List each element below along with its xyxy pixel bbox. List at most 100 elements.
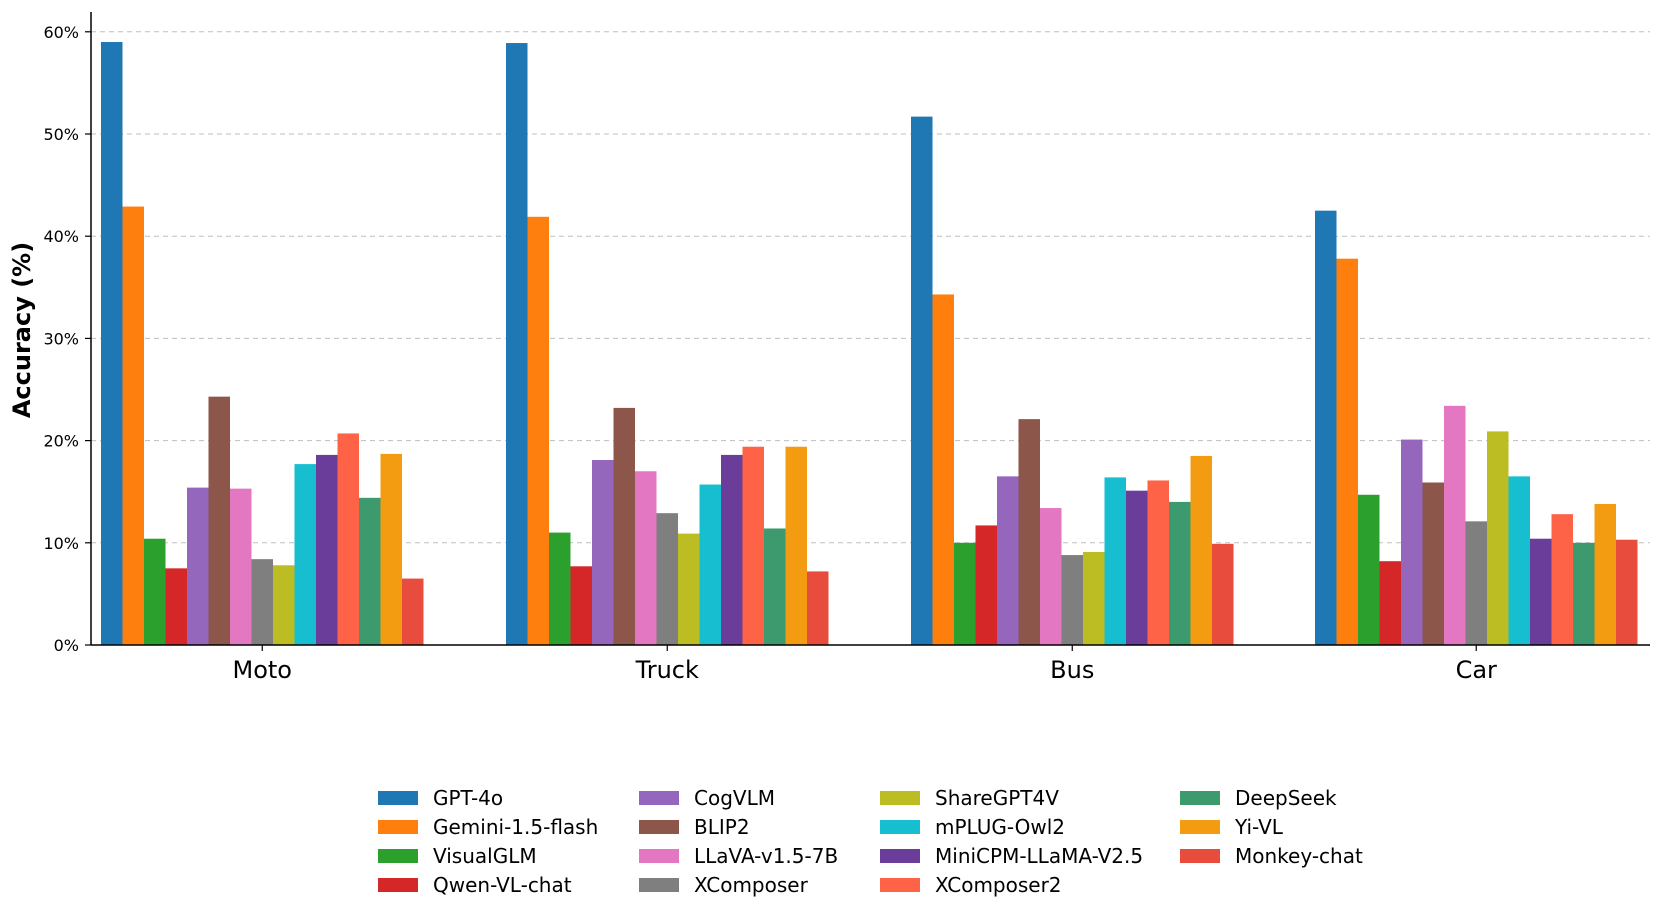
- bar: [1422, 482, 1444, 645]
- legend-label: XComposer: [694, 873, 809, 897]
- bar: [678, 533, 700, 645]
- bar: [359, 497, 381, 645]
- legend-label: Gemini-1.5-flash: [433, 815, 598, 839]
- y-tick-label: 30%: [43, 329, 79, 348]
- y-tick-label: 10%: [43, 534, 79, 553]
- bar: [549, 532, 571, 645]
- legend-label: Monkey-chat: [1235, 844, 1363, 868]
- bar: [1147, 480, 1169, 645]
- legend-swatch: [880, 791, 920, 805]
- bar: [144, 538, 166, 645]
- legend-swatch: [639, 820, 679, 834]
- bar: [1061, 555, 1083, 645]
- legend-swatch: [378, 820, 418, 834]
- legend-label: Yi-VL: [1234, 815, 1284, 839]
- bar: [1212, 543, 1234, 645]
- bar: [613, 407, 635, 645]
- bar: [911, 116, 933, 646]
- x-tick-label: Moto: [233, 656, 292, 684]
- legend-swatch: [639, 849, 679, 863]
- axes: [90, 12, 1650, 646]
- bar: [570, 566, 592, 645]
- y-tick-label: 60%: [43, 23, 79, 42]
- y-tick-label: 40%: [43, 227, 79, 246]
- legend-swatch: [378, 878, 418, 892]
- bar: [721, 454, 743, 645]
- bar: [273, 565, 295, 645]
- legend-label: BLIP2: [694, 815, 750, 839]
- bar: [1465, 521, 1487, 645]
- legend-label: XComposer2: [935, 873, 1062, 897]
- legend-swatch: [1180, 849, 1220, 863]
- bar: [402, 578, 424, 645]
- legend-label: LLaVA-v1.5-7B: [694, 844, 838, 868]
- bar: [165, 568, 187, 645]
- bar: [337, 433, 359, 645]
- bar: [506, 43, 528, 646]
- bar: [1126, 490, 1148, 645]
- legend-label: MiniCPM-LLaMA-V2.5: [935, 844, 1143, 868]
- legend-label: CogVLM: [694, 786, 775, 810]
- bar: [656, 513, 678, 645]
- legend-label: VisualGLM: [433, 844, 537, 868]
- bar: [1358, 494, 1380, 645]
- bar: [997, 476, 1019, 645]
- bar: [380, 453, 402, 645]
- legend-swatch: [880, 820, 920, 834]
- bar: [230, 488, 252, 645]
- bar: [1018, 419, 1040, 645]
- bar: [316, 454, 338, 645]
- y-ticks: 0% 10% 20% 30% 40% 50% 60%: [43, 23, 91, 655]
- bar: [785, 446, 807, 645]
- bar: [527, 216, 549, 646]
- bar: [1336, 258, 1358, 645]
- legend-swatch: [639, 791, 679, 805]
- legend-label: DeepSeek: [1235, 786, 1337, 810]
- x-tick-label: Truck: [635, 656, 699, 684]
- grid-lines: [91, 31, 1650, 544]
- legend: GPT-4o Gemini-1.5-flash VisualGLM Qwen-VL-c…: [378, 786, 1363, 897]
- bar: [1508, 476, 1530, 645]
- bar: [294, 464, 316, 645]
- legend-swatch: [378, 849, 418, 863]
- bar: [592, 460, 614, 645]
- x-ticks: Moto Truck Bus Car: [233, 645, 1497, 684]
- bar: [208, 396, 230, 645]
- bar: [1315, 210, 1337, 645]
- y-tick-label: 0%: [54, 636, 79, 655]
- bar: [1616, 539, 1638, 645]
- bar: [1190, 455, 1212, 645]
- legend-swatch: [880, 878, 920, 892]
- bar: [1551, 514, 1573, 645]
- bar: [807, 571, 829, 645]
- bar: [1083, 551, 1105, 645]
- bar: [932, 294, 954, 645]
- bar: [742, 446, 764, 645]
- bar: [1487, 431, 1509, 645]
- bar: [635, 471, 657, 645]
- bar: [1444, 405, 1466, 645]
- y-tick-label: 20%: [43, 432, 79, 451]
- bar: [101, 42, 123, 645]
- bar: [187, 487, 209, 645]
- bar: [764, 528, 786, 645]
- bar: [1379, 561, 1401, 645]
- bar: [1104, 477, 1126, 645]
- bar: [1401, 439, 1423, 645]
- bar: [954, 542, 976, 645]
- legend-label: ShareGPT4V: [935, 786, 1059, 810]
- legend-label: GPT-4o: [433, 786, 503, 810]
- legend-label: mPLUG-Owl2: [935, 815, 1065, 839]
- bar: [122, 206, 144, 645]
- legend-swatch: [639, 878, 679, 892]
- y-tick-label: 50%: [43, 125, 79, 144]
- legend-swatch: [880, 849, 920, 863]
- x-tick-label: Car: [1456, 656, 1497, 684]
- bar: [1040, 508, 1062, 645]
- bar: [1594, 503, 1616, 645]
- legend-swatch: [378, 791, 418, 805]
- x-tick-label: Bus: [1050, 656, 1094, 684]
- bar: [251, 559, 273, 645]
- legend-swatch: [1180, 820, 1220, 834]
